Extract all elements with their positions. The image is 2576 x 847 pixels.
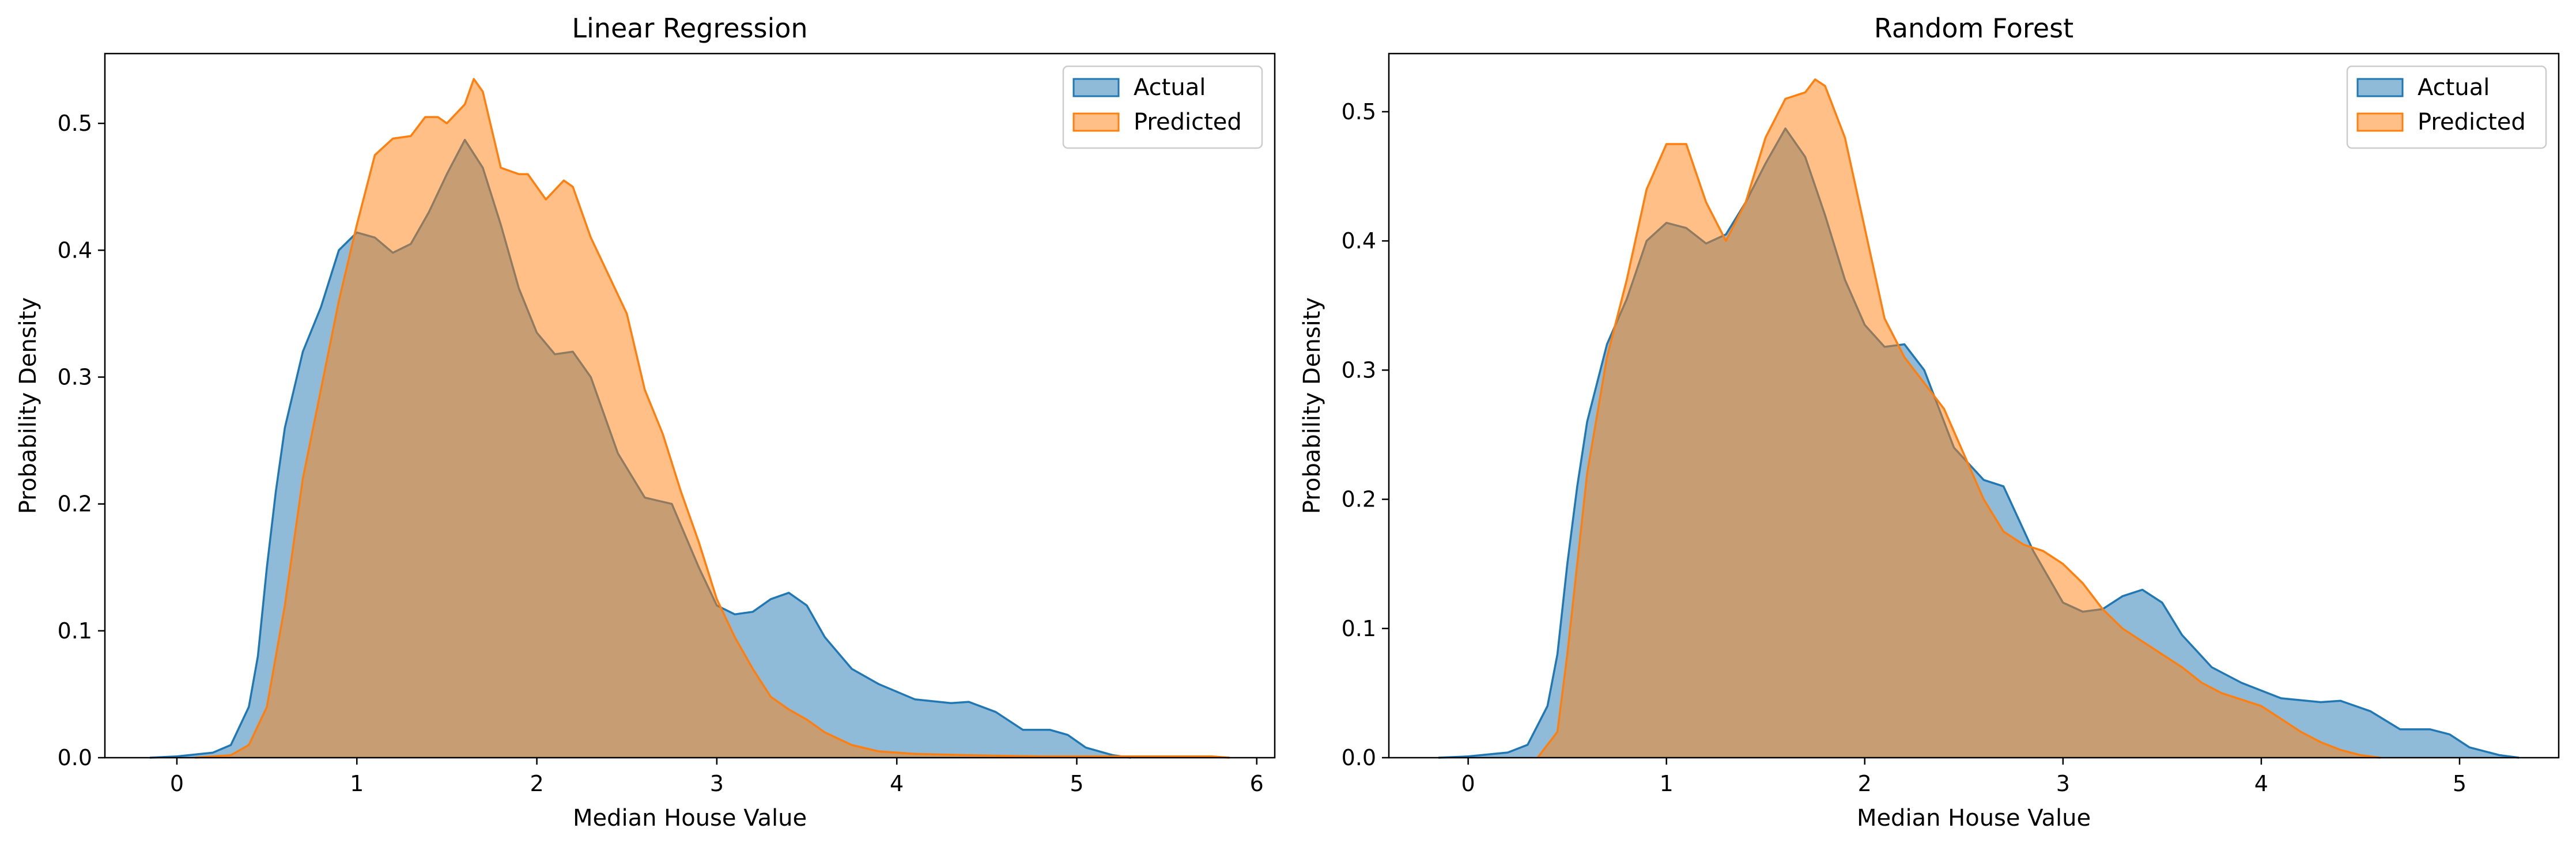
axes-frame (104, 52, 1276, 759)
x-tick-label: 1 (350, 771, 364, 796)
y-tick-label: 0.3 (58, 364, 92, 390)
y-axis-label: Probability Density (15, 297, 41, 514)
y-tick-label: 0.4 (1342, 228, 1376, 254)
legend-label-actual: Actual (1134, 74, 1206, 101)
x-tick-label: 2 (1858, 771, 1872, 796)
y-tick-label: 0.5 (58, 111, 92, 136)
x-tick-label: 0 (170, 771, 184, 796)
y-tick-label: 0.2 (58, 491, 92, 517)
x-tick-label: 4 (890, 771, 904, 796)
y-tick-label: 0.5 (1342, 99, 1376, 124)
y-tick-label: 0.3 (1342, 357, 1376, 383)
y-tick-label: 0.0 (58, 745, 92, 770)
chart-title: Random Forest (1874, 13, 2073, 44)
density-area-predicted (1538, 79, 2381, 758)
subplot-2: 0 1 2 3 4 5 0.0 0.1 0.2 0.3 0.4 0.5 Random Forest Med… (1299, 13, 2560, 831)
x-axis-label: Median House Value (1857, 805, 2091, 831)
y-tick-label: 0.1 (58, 618, 92, 644)
x-tick-label: 3 (710, 771, 724, 796)
density-line-predicted (1536, 78, 2381, 759)
x-tick-label: 6 (1250, 771, 1264, 796)
legend: Actual Predicted (1062, 65, 1263, 149)
legend-label-predicted: Predicted (1134, 109, 1242, 135)
y-tick-label: 0.2 (1342, 487, 1376, 512)
y-axis-label: Probability Density (1299, 297, 1325, 514)
axes-frame (1388, 52, 2560, 759)
legend-swatch-predicted (2356, 112, 2404, 132)
x-tick-label: 2 (530, 771, 543, 796)
y-tick-label: 0.1 (1342, 616, 1376, 641)
x-tick-label: 1 (1660, 771, 1674, 796)
x-axis-label: Median House Value (573, 805, 807, 831)
x-tick-label: 3 (2056, 771, 2070, 796)
x-tick-label: 0 (1461, 771, 1475, 796)
x-tick-label: 5 (1070, 771, 1083, 796)
density-line-actual (1438, 127, 2520, 759)
density-line-predicted (195, 78, 1230, 759)
legend-swatch-actual (2356, 78, 2404, 97)
legend-swatch-predicted (1072, 112, 1120, 132)
density-area-predicted (195, 79, 1230, 758)
subplot-1: 0 1 2 3 4 5 6 0.0 0.1 0.2 0.3 0.4 0.5 Linear Regressi… (15, 13, 1276, 831)
legend-label-predicted: Predicted (2418, 109, 2526, 135)
y-tick-label: 0.4 (58, 237, 92, 263)
x-tick-label: 4 (2254, 771, 2268, 796)
legend-swatch-actual (1072, 78, 1120, 97)
legend-label-actual: Actual (2418, 74, 2490, 101)
x-tick-label: 5 (2453, 771, 2467, 796)
y-tick-label: 0.0 (1342, 745, 1376, 770)
chart-title: Linear Regression (572, 13, 807, 44)
legend: Actual Predicted (2346, 65, 2547, 149)
